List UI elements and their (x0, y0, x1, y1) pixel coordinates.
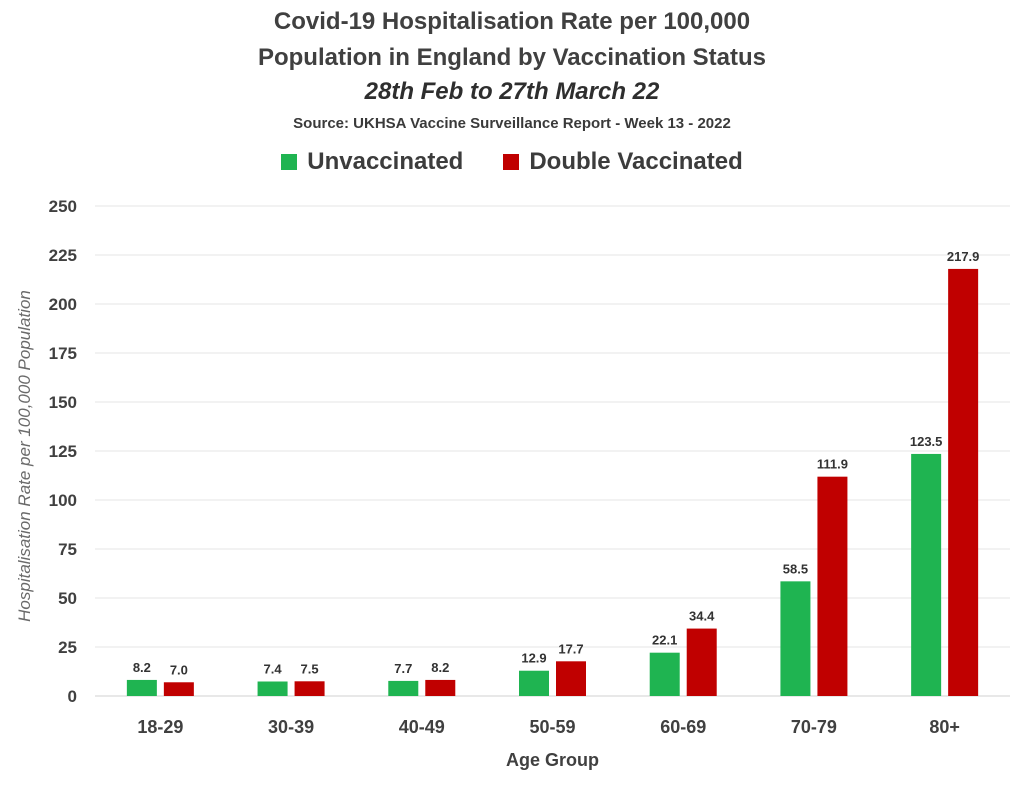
bar-unvaccinated (519, 670, 549, 696)
bar-unvaccinated (780, 581, 811, 696)
legend-swatch-unvaccinated (281, 154, 298, 170)
chart-source: Source: UKHSA Vaccine Surveillance Repor… (293, 115, 731, 132)
x-tick-label: 50-59 (529, 717, 575, 737)
x-tick-label: 30-39 (268, 717, 314, 737)
data-label: 123.5 (910, 434, 943, 449)
bar-double-vaccinated (425, 679, 456, 696)
bar-double-vaccinated (817, 476, 848, 696)
bar-double-vaccinated (294, 681, 325, 696)
x-tick-label: 60-69 (660, 717, 706, 737)
y-tick-label: 0 (68, 687, 77, 706)
data-label: 7.7 (394, 661, 412, 676)
data-label: 217.9 (947, 249, 980, 264)
legend-item-unvaccinated: Unvaccinated (281, 148, 463, 176)
data-label: 22.1 (652, 633, 677, 648)
x-tick-label: 70-79 (791, 717, 837, 737)
bar-unvaccinated (911, 453, 942, 696)
y-tick-label: 25 (58, 638, 77, 657)
bar-unvaccinated (649, 652, 680, 696)
y-tick-label: 175 (49, 344, 77, 363)
legend-swatch-double-vaccinated (503, 154, 520, 170)
legend-label-unvaccinated: Unvaccinated (307, 148, 464, 175)
y-tick-label: 50 (58, 589, 77, 608)
legend-item-double-vaccinated: Double Vaccinated (503, 148, 743, 176)
chart-title-line-1: Covid-19 Hospitalisation Rate per 100,00… (273, 8, 751, 35)
y-tick-label: 150 (49, 393, 77, 412)
x-tick-label: 18-29 (137, 717, 183, 737)
legend: Unvaccinated Double Vaccinated (0, 148, 1024, 176)
bar-double-vaccinated (556, 661, 586, 696)
data-label: 7.4 (264, 661, 283, 676)
y-tick-label: 225 (49, 246, 77, 265)
data-label: 17.7 (558, 641, 583, 656)
bar-unvaccinated (126, 679, 157, 696)
x-axis-title: Age Group (506, 750, 599, 770)
bar-unvaccinated (388, 680, 419, 696)
data-label: 111.9 (817, 457, 848, 472)
bar-double-vaccinated (163, 682, 194, 696)
y-tick-label: 200 (49, 295, 77, 314)
chart-subtitle: 28th Feb to 27th March 22 (364, 78, 660, 105)
bar-double-vaccinated (948, 268, 979, 696)
data-label: 8.2 (133, 660, 151, 675)
y-tick-label: 125 (49, 442, 77, 461)
y-tick-label: 100 (49, 491, 77, 510)
data-label: 8.2 (431, 660, 449, 675)
y-axis-title: Hospitalisation Rate per 100,000 Populat… (15, 290, 34, 622)
chart-title-line-2: Population in England by Vaccination Sta… (257, 44, 767, 71)
bar-unvaccinated (257, 681, 288, 696)
data-label: 58.5 (783, 561, 808, 576)
data-label: 12.9 (521, 651, 546, 666)
y-tick-label: 75 (58, 540, 77, 559)
data-label: 34.4 (689, 609, 715, 624)
legend-label-double-vaccinated: Double Vaccinated (529, 148, 743, 175)
data-label: 7.0 (170, 662, 188, 677)
bar-double-vaccinated (686, 628, 717, 696)
data-label: 7.5 (301, 661, 319, 676)
y-tick-label: 250 (49, 197, 77, 216)
x-tick-label: 80+ (929, 717, 960, 737)
x-tick-label: 40-49 (399, 717, 445, 737)
